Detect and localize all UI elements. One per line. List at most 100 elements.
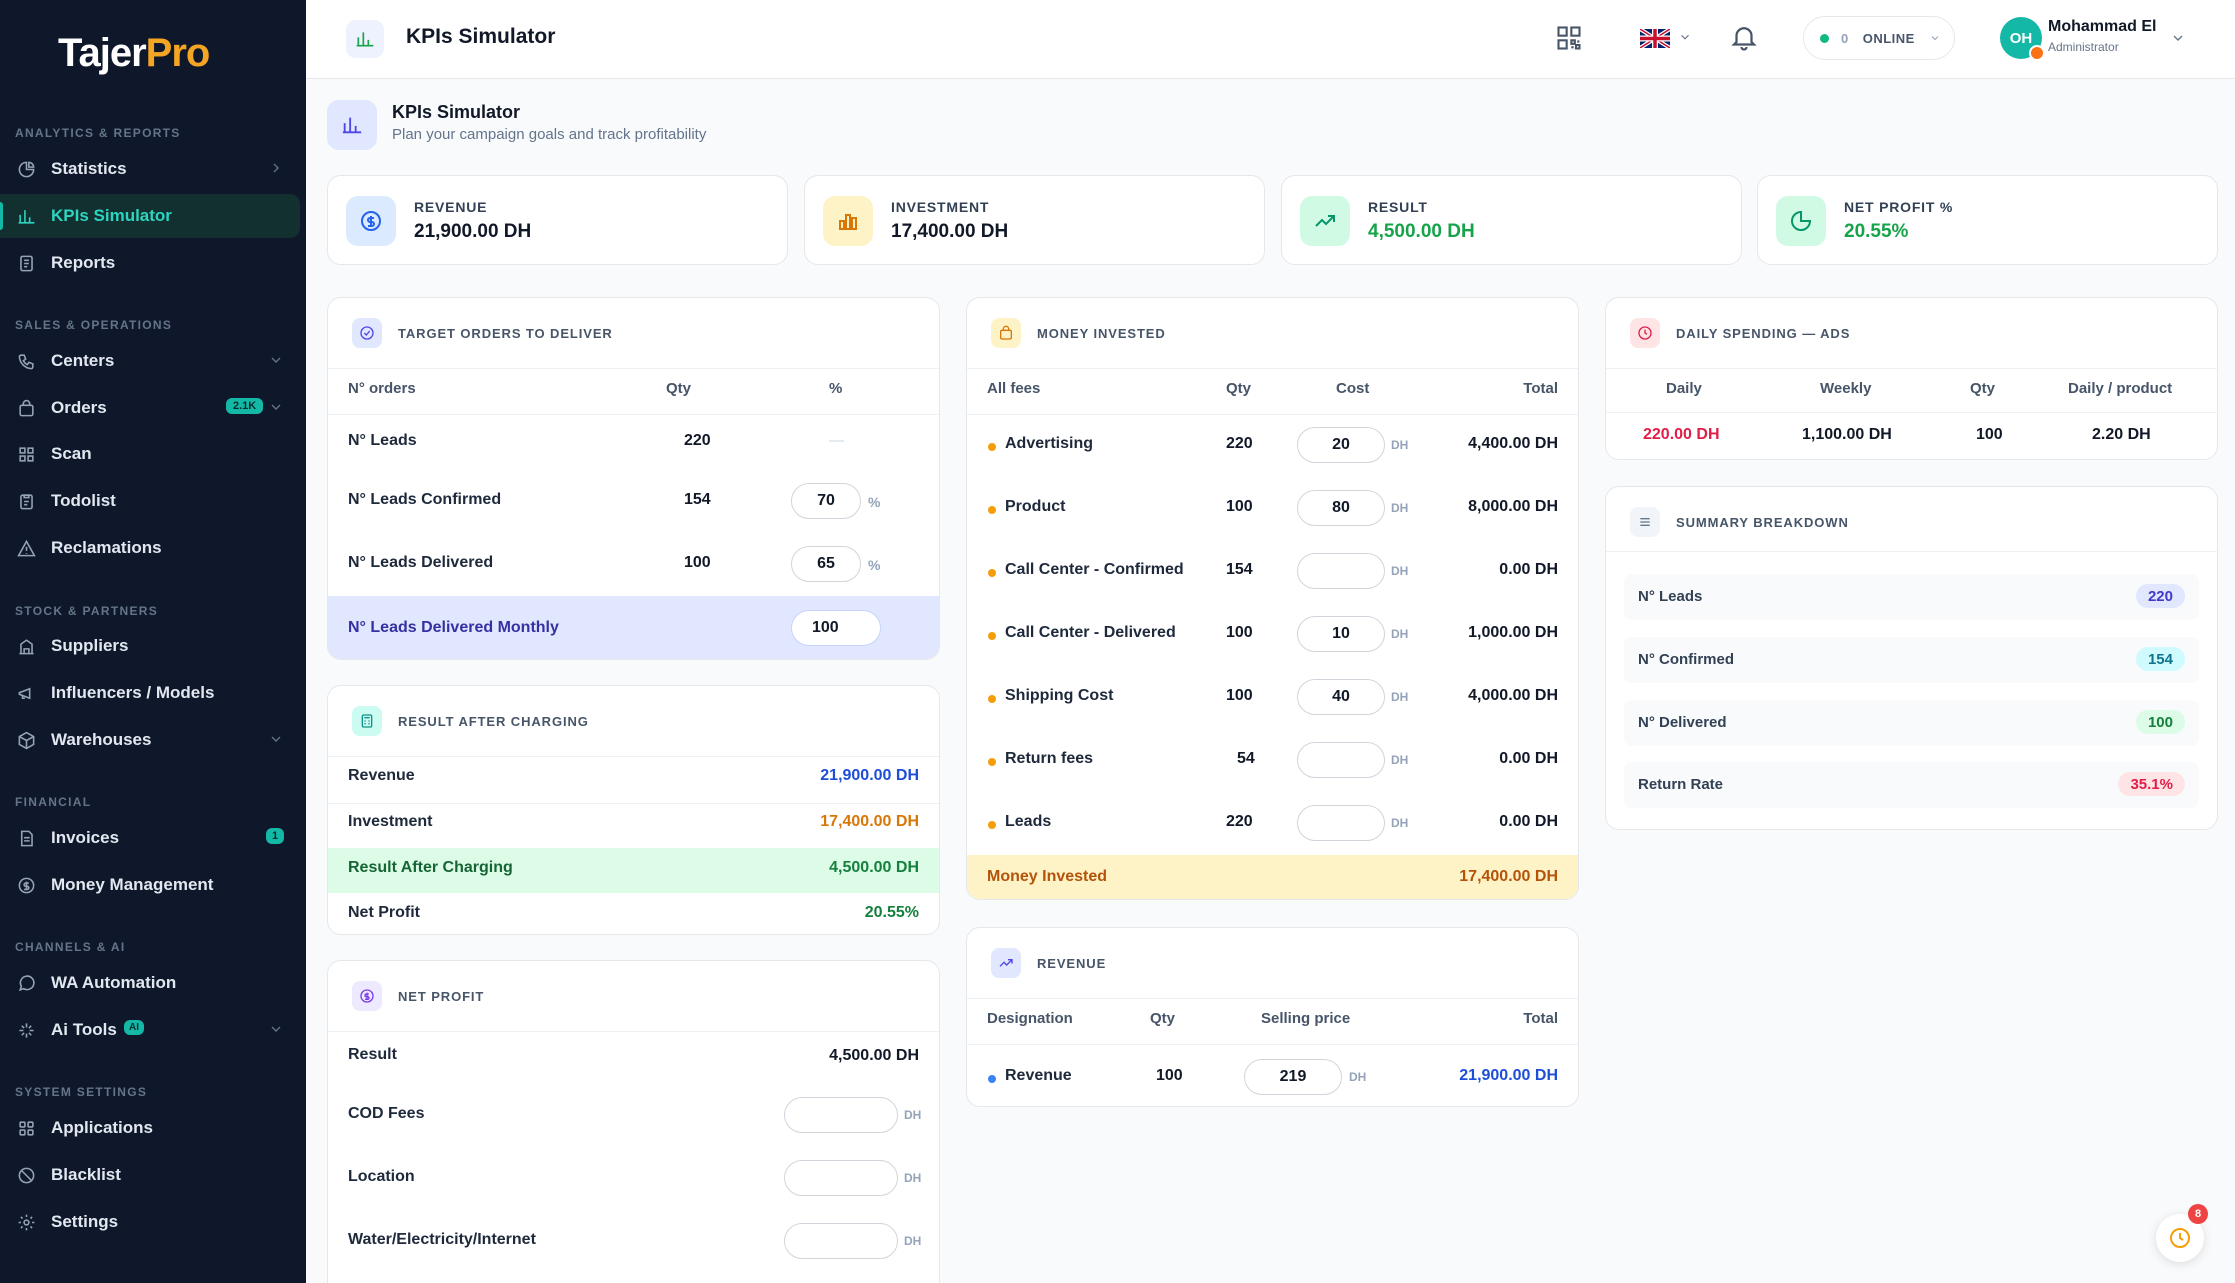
bar-chart-icon bbox=[346, 20, 384, 58]
product-cost-input[interactable]: 80 bbox=[1297, 490, 1385, 526]
notification-count-badge: 8 bbox=[2188, 1204, 2208, 1224]
advertising-cost-input[interactable]: 20 bbox=[1297, 427, 1385, 463]
pct-unit: % bbox=[868, 494, 881, 510]
panel-title: TARGET ORDERS TO DELIVER bbox=[398, 325, 613, 341]
location-input[interactable] bbox=[784, 1160, 898, 1196]
bullet-dot bbox=[988, 632, 996, 640]
sidebar-item-label: Todolist bbox=[51, 491, 116, 510]
sidebar-item-label: Blacklist bbox=[51, 1165, 121, 1184]
sidebar-item-scan[interactable]: Scan bbox=[0, 432, 300, 476]
clipboard-icon bbox=[16, 491, 36, 511]
sidebar-item-settings[interactable]: Settings bbox=[0, 1200, 300, 1244]
trending-up-icon bbox=[991, 948, 1021, 978]
avatar[interactable]: OH bbox=[2000, 17, 2045, 61]
sidebar-item-blacklist[interactable]: Blacklist bbox=[0, 1153, 300, 1197]
sidebar-item-kpis-simulator[interactable]: KPIs Simulator bbox=[0, 194, 300, 238]
sidebar-item-suppliers[interactable]: Suppliers bbox=[0, 624, 300, 668]
fee-label: Shipping Cost bbox=[1005, 687, 1114, 704]
user-role: Administrator bbox=[2048, 40, 2119, 54]
np-result-value: 4,500.00 DH bbox=[829, 1047, 919, 1064]
dh-unit: DH bbox=[904, 1108, 922, 1122]
revenue-label: Revenue bbox=[1005, 1067, 1072, 1084]
user-name[interactable]: Mohammad El bbox=[2048, 18, 2157, 35]
net-profit-panel: NET PROFIT Result 4,500.00 DH COD Fees D… bbox=[327, 960, 940, 1283]
sidebar-item-reclamations[interactable]: Reclamations bbox=[0, 526, 300, 570]
sidebar-item-money-management[interactable]: Money Management bbox=[0, 863, 300, 907]
row-label: N° Leads Delivered bbox=[348, 554, 494, 571]
fee-label: Product bbox=[1005, 498, 1066, 515]
chevron-right-icon bbox=[268, 160, 284, 179]
sidebar-item-centers[interactable]: Centers bbox=[0, 339, 300, 383]
sidebar-item-applications[interactable]: Applications bbox=[0, 1106, 300, 1150]
sidebar-item-statistics[interactable]: Statistics bbox=[0, 147, 300, 191]
utilities-input[interactable] bbox=[784, 1223, 898, 1259]
dh-unit: DH bbox=[1391, 690, 1409, 704]
sidebar-item-influencers[interactable]: Influencers / Models bbox=[0, 671, 300, 715]
monthly-delivered-input[interactable]: 100 bbox=[791, 610, 881, 646]
money-invested-value: 17,400.00 DH bbox=[1459, 868, 1558, 885]
megaphone-icon bbox=[16, 683, 36, 703]
sidebar-item-todolist[interactable]: Todolist bbox=[0, 479, 300, 523]
kpi-label: INVESTMENT bbox=[891, 199, 990, 215]
sidebar-item-wa-automation[interactable]: WA Automation bbox=[0, 961, 300, 1005]
summary-label: Return Rate bbox=[1638, 776, 1724, 793]
dh-unit: DH bbox=[904, 1171, 922, 1185]
bullet-dot bbox=[988, 443, 996, 451]
crown-icon bbox=[2029, 45, 2045, 61]
brand-logo[interactable]: Tajer Pro bbox=[58, 28, 211, 78]
col-header: Qty bbox=[1226, 380, 1252, 397]
dollar-icon bbox=[346, 196, 396, 246]
money-invested-panel: MONEY INVESTED All fees Qty Cost Total A… bbox=[966, 297, 1579, 900]
confirmed-pct-input[interactable]: 70 bbox=[791, 483, 861, 519]
selling-price-input[interactable]: 219 bbox=[1244, 1059, 1342, 1095]
dollar-icon bbox=[352, 981, 382, 1011]
online-count: 0 bbox=[1841, 30, 1849, 46]
dh-unit: DH bbox=[1391, 627, 1409, 641]
sidebar-item-invoices[interactable]: Invoices 1 bbox=[0, 816, 300, 860]
sidebar-item-ai-tools[interactable]: Ai Tools AI bbox=[0, 1008, 300, 1052]
np-row-label: COD Fees bbox=[348, 1105, 425, 1122]
bell-icon[interactable] bbox=[1729, 22, 1759, 52]
leads-cost-input[interactable] bbox=[1297, 805, 1385, 841]
brand-part2: Pro bbox=[145, 30, 211, 75]
sidebar-item-warehouses[interactable]: Warehouses bbox=[0, 718, 300, 762]
cc-confirmed-cost-input[interactable] bbox=[1297, 553, 1385, 589]
panel-title: RESULT AFTER CHARGING bbox=[398, 713, 589, 729]
qr-code-icon[interactable] bbox=[1555, 24, 1583, 52]
sidebar-item-reports[interactable]: Reports bbox=[0, 241, 300, 285]
fee-label: Leads bbox=[1005, 813, 1052, 830]
orders-count-badge: 2.1K bbox=[226, 398, 264, 414]
summary-delivered-chip: 100 bbox=[2135, 710, 2185, 734]
result-revenue-label: Revenue bbox=[348, 767, 415, 784]
result-after-charging-panel: RESULT AFTER CHARGING Revenue 21,900.00 … bbox=[327, 685, 940, 935]
dh-unit: DH bbox=[1349, 1070, 1367, 1084]
uk-flag-icon[interactable] bbox=[1640, 29, 1670, 48]
kpi-value: 4,500.00 DH bbox=[1368, 221, 1475, 242]
chevron-down-icon[interactable] bbox=[2170, 30, 2186, 46]
revenue-panel: REVENUE Designation Qty Selling price To… bbox=[966, 927, 1579, 1107]
summary-confirmed-chip: 154 bbox=[2135, 647, 2185, 671]
fee-qty: 220 bbox=[1226, 435, 1253, 452]
sidebar-item-label: Scan bbox=[51, 444, 92, 463]
cod-fees-input[interactable] bbox=[784, 1097, 898, 1133]
col-header: Weekly bbox=[1820, 380, 1872, 397]
bullet-dot bbox=[988, 506, 996, 514]
delivered-pct-input[interactable]: 65 bbox=[791, 546, 861, 582]
sidebar-item-label: KPIs Simulator bbox=[51, 206, 172, 225]
bar-chart-icon bbox=[327, 100, 377, 150]
fee-label: Return fees bbox=[1005, 750, 1094, 767]
chevron-down-icon[interactable] bbox=[1678, 30, 1692, 44]
shipping-cost-input[interactable]: 40 bbox=[1297, 679, 1385, 715]
history-fab-button[interactable]: 8 bbox=[2156, 1204, 2208, 1262]
grid-icon bbox=[16, 1118, 36, 1138]
section-title: ANALYTICS & REPORTS bbox=[15, 126, 181, 140]
sidebar-item-label: Suppliers bbox=[51, 636, 129, 655]
summary-leads-chip: 220 bbox=[2135, 584, 2185, 608]
return-fees-cost-input[interactable] bbox=[1297, 742, 1385, 778]
online-status-dropdown[interactable]: 0 ONLINE bbox=[1803, 16, 1955, 60]
section-title: SALES & OPERATIONS bbox=[15, 318, 173, 332]
sidebar-item-label: Money Management bbox=[51, 875, 214, 894]
sidebar-item-orders[interactable]: Orders 2.1K bbox=[0, 386, 300, 430]
cc-delivered-cost-input[interactable]: 10 bbox=[1297, 616, 1385, 652]
divider bbox=[328, 803, 939, 804]
